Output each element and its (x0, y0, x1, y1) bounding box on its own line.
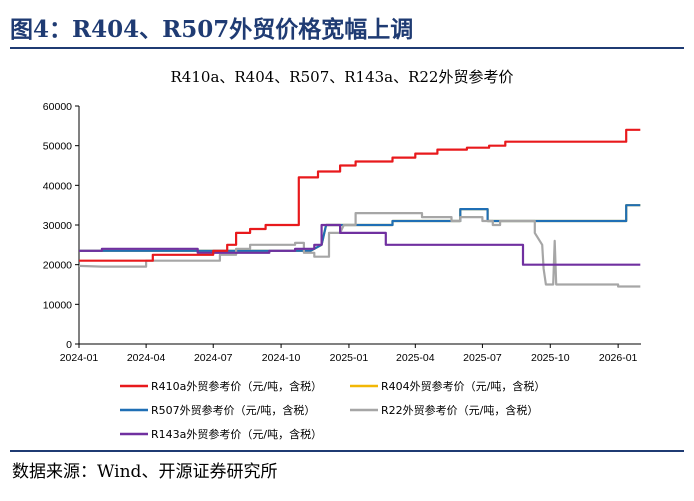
x-tick-label: 2024-01 (60, 352, 99, 364)
legend-label: R404外贸参考价（元/吨，含税） (381, 379, 545, 393)
chart-axes: 0 10000 20000 30000 40000 50000 60000 2024-01 20… (43, 101, 641, 364)
chart-legend: R410a外贸参考价（元/吨，含税） R404外贸参考价（元/吨，含税） R507外… (120, 379, 545, 441)
x-tick-label: 2024-10 (262, 352, 301, 364)
x-tick-label: 2025-01 (330, 352, 369, 364)
series-line (79, 223, 641, 266)
top-rule (10, 47, 684, 49)
y-tick-label: 10000 (43, 299, 72, 311)
y-tick-label: 40000 (43, 180, 72, 192)
x-tick-label: 2024-07 (194, 352, 233, 364)
series-line (78, 212, 641, 288)
legend-label: R410a外贸参考价（元/吨，含税） (151, 379, 322, 393)
legend-label: R507外贸参考价（元/吨，含税） (151, 403, 315, 417)
chart-series (78, 128, 641, 288)
y-tick-label: 50000 (43, 141, 72, 153)
source-note: 数据来源：Wind、开源证券研究所 (12, 462, 278, 482)
x-tick-label: 2025-10 (531, 352, 570, 364)
series-line (79, 128, 641, 262)
x-tick-label: 2026-01 (599, 352, 638, 364)
legend-label: R143a外贸参考价（元/吨，含税） (151, 427, 322, 441)
y-tick-label: 60000 (43, 101, 72, 113)
x-tick-label: 2025-07 (463, 352, 502, 364)
y-tick-label: 0 (66, 339, 72, 351)
legend-label: R22外贸参考价（元/吨，含税） (381, 403, 538, 417)
y-tick-label: 20000 (43, 260, 72, 272)
figure-title: 图4：R404、R507外贸价格宽幅上调 (10, 16, 414, 43)
x-tick-label: 2025-04 (396, 352, 435, 364)
y-tick-label: 30000 (43, 220, 72, 232)
x-tick-label: 2024-04 (127, 352, 166, 364)
bottom-rule (10, 450, 684, 452)
chart-title: R410a、R404、R507、R143a、R22外贸参考价 (171, 68, 514, 86)
